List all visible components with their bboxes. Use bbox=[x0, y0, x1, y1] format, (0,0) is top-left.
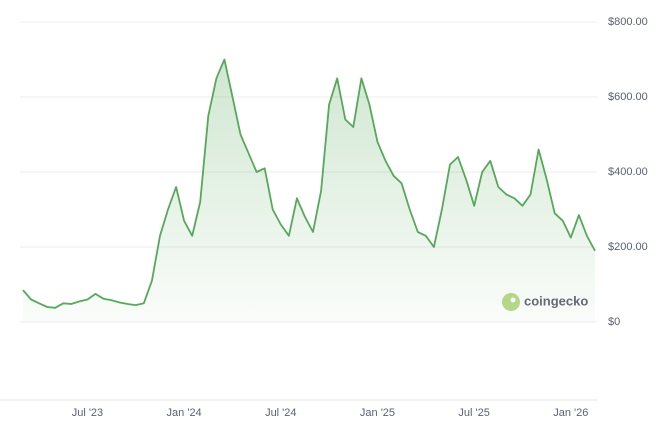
x-tick-label: Jan '24 bbox=[167, 407, 202, 419]
y-tick-label: $800.00 bbox=[608, 16, 648, 28]
y-tick-label: $600.00 bbox=[608, 91, 648, 103]
x-tick-label: Jul '23 bbox=[72, 407, 103, 419]
area bbox=[23, 59, 595, 322]
price-line bbox=[22, 58, 596, 309]
x-tick-label: Jul '24 bbox=[265, 407, 296, 419]
y-tick-label: $0 bbox=[608, 316, 620, 328]
x-tick-label: Jan '26 bbox=[553, 407, 588, 419]
y-tick-label: $200.00 bbox=[608, 241, 648, 253]
y-tick-label: $400.00 bbox=[608, 166, 648, 178]
x-tick-label: Jan '25 bbox=[360, 407, 395, 419]
x-tick-label: Jul '25 bbox=[458, 407, 489, 419]
